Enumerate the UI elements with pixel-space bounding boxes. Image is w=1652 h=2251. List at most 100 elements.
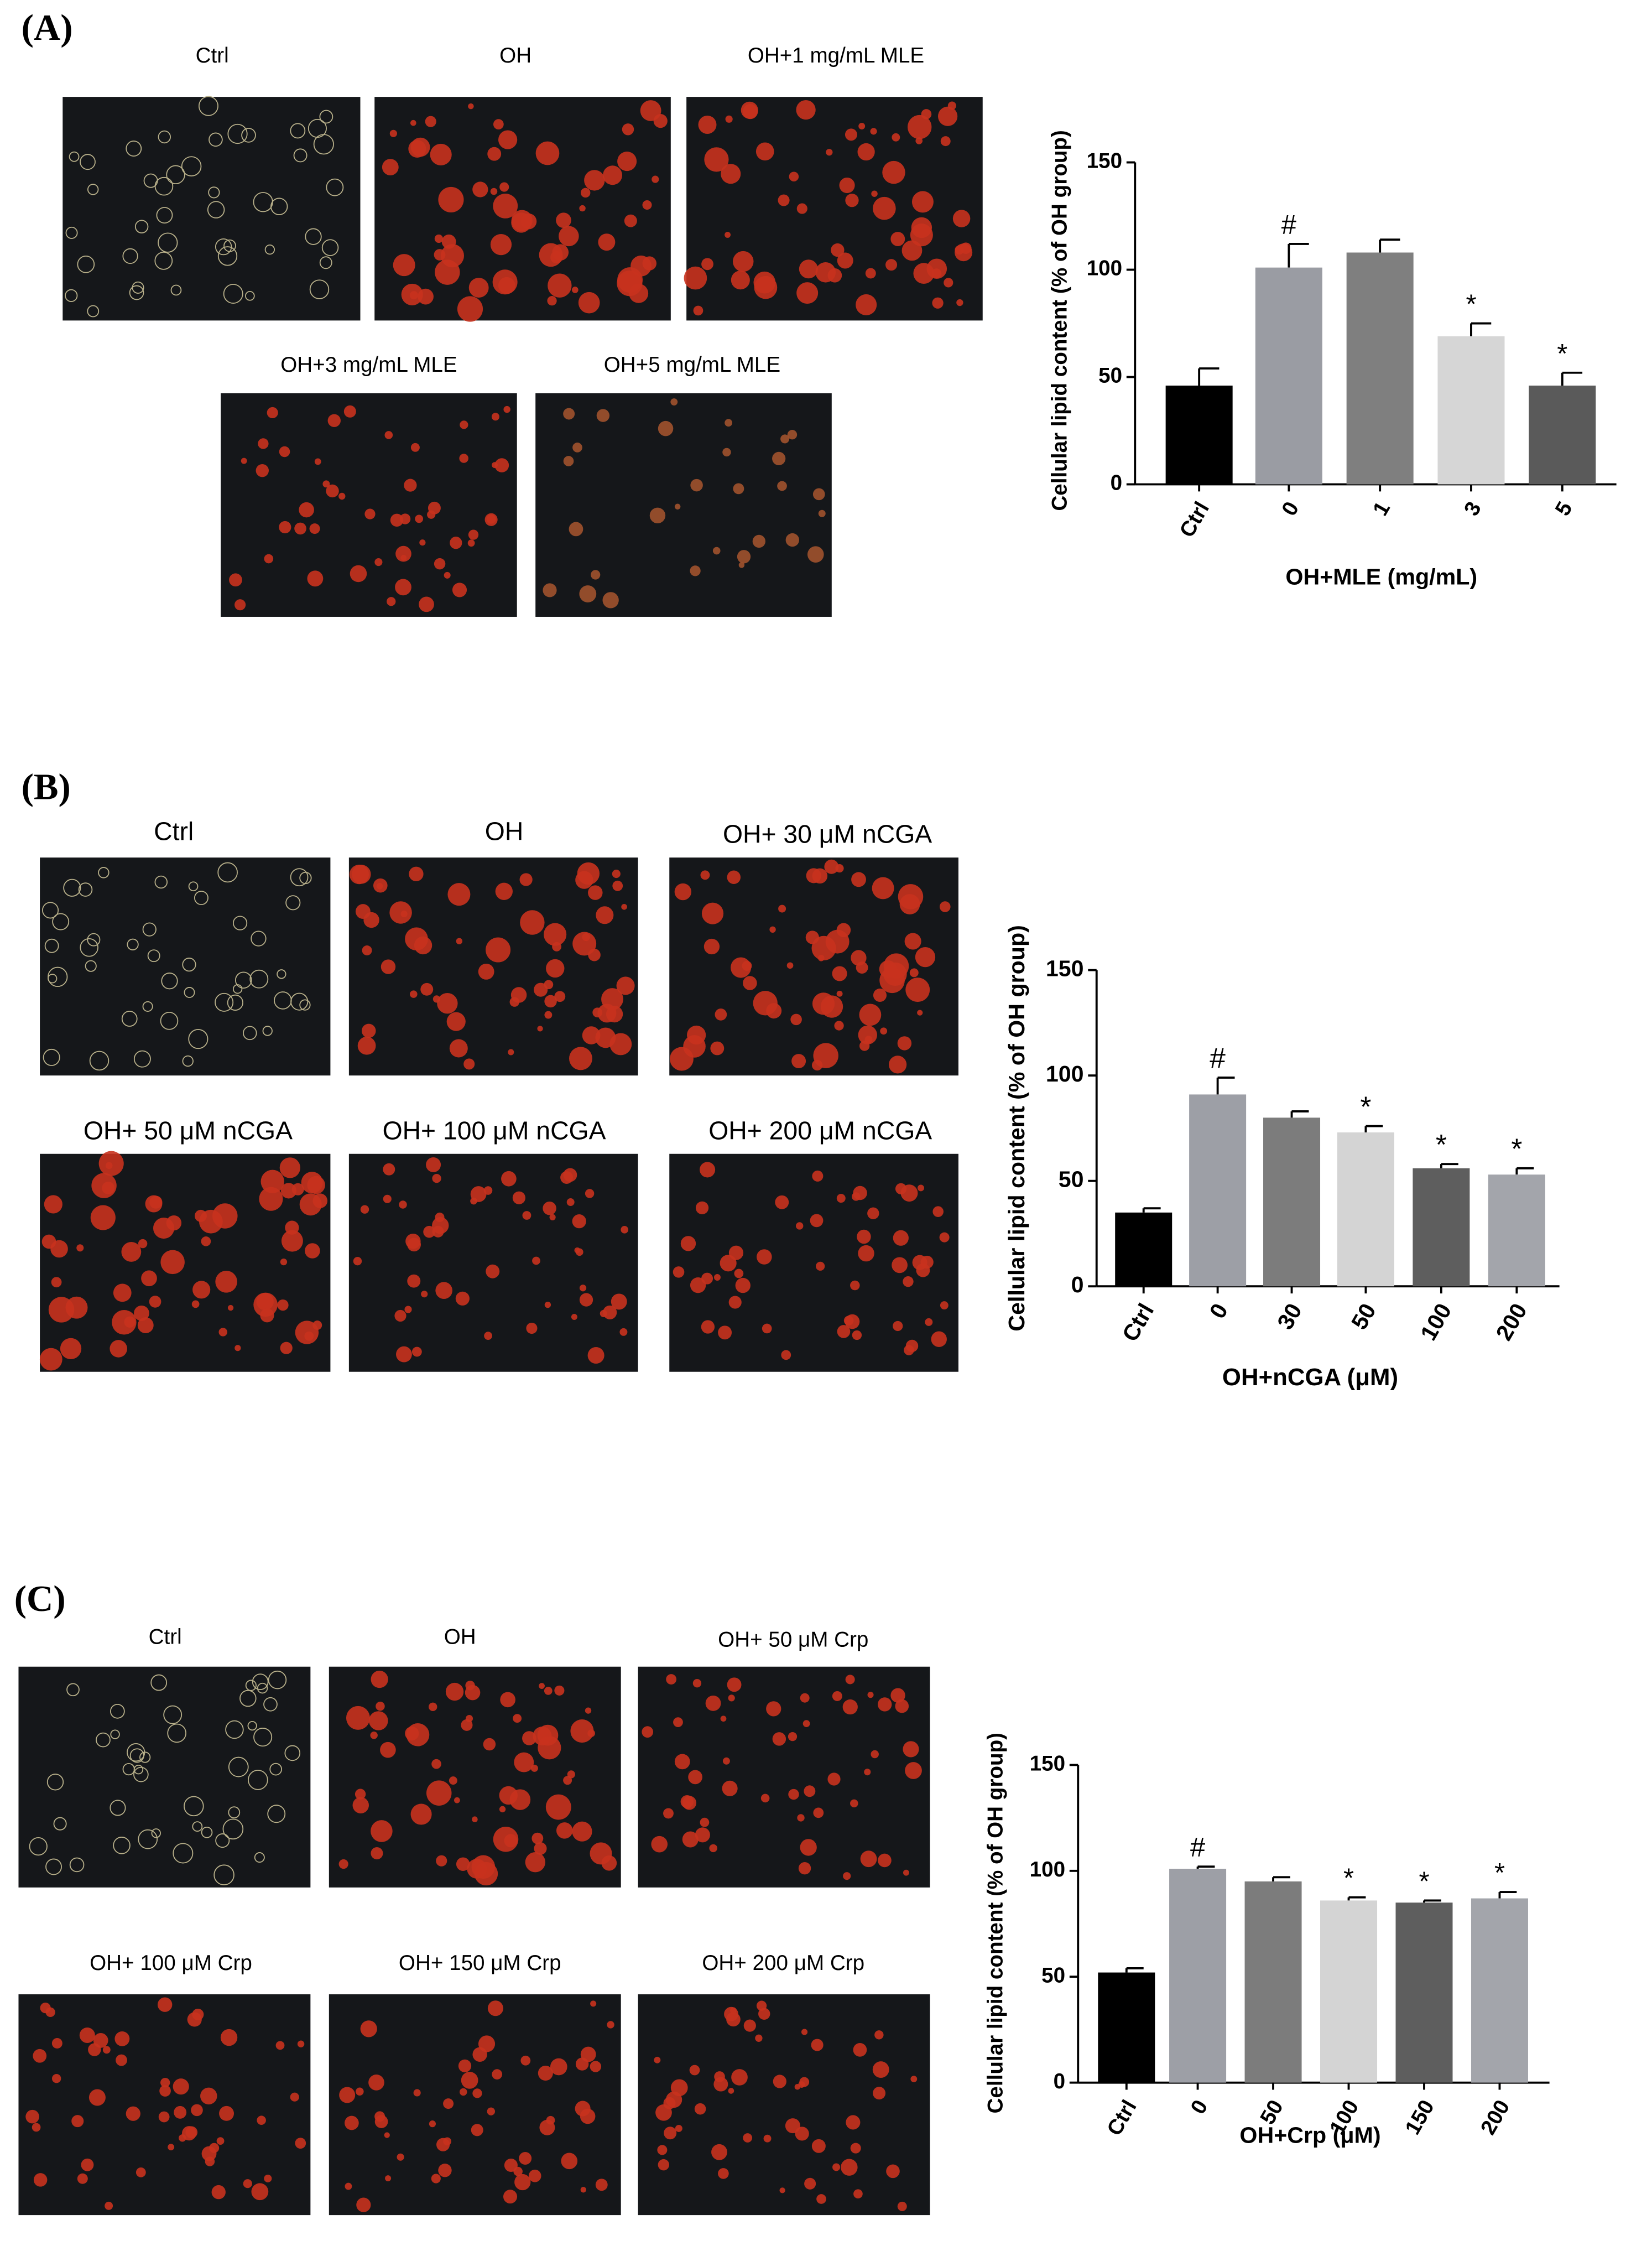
cell xyxy=(873,2087,886,2100)
cell xyxy=(824,859,839,874)
cell xyxy=(327,414,341,427)
cell xyxy=(404,1306,412,1313)
cell xyxy=(725,419,733,427)
cell xyxy=(264,244,275,255)
cell xyxy=(932,1206,944,1217)
y-tick-label: 150 xyxy=(1046,955,1084,981)
cell xyxy=(931,268,942,279)
cell xyxy=(368,2075,384,2091)
cell xyxy=(885,259,898,271)
cell xyxy=(944,278,953,288)
cell xyxy=(445,1682,464,1701)
cell xyxy=(299,502,314,518)
cell xyxy=(839,177,855,194)
cell xyxy=(673,1717,683,1728)
cell xyxy=(590,2061,602,2072)
cell xyxy=(138,1829,158,1849)
x-tick-label: Ctrl xyxy=(1175,498,1214,542)
cell xyxy=(673,1266,685,1278)
panel-label: (B) xyxy=(22,766,71,807)
cell xyxy=(41,1234,56,1249)
cell xyxy=(503,406,510,413)
cell xyxy=(461,1719,473,1731)
cell xyxy=(680,1236,696,1251)
cell xyxy=(544,1011,553,1019)
cell xyxy=(572,287,579,293)
cell xyxy=(579,1285,587,1292)
cell xyxy=(709,1844,717,1853)
cell xyxy=(133,1766,149,1782)
cell xyxy=(871,190,878,197)
cell xyxy=(65,289,78,302)
cell xyxy=(434,558,446,570)
cell xyxy=(294,522,306,535)
cell xyxy=(526,1322,538,1334)
cell xyxy=(389,129,397,137)
cell xyxy=(692,1678,702,1688)
cell xyxy=(918,1184,924,1192)
cell xyxy=(426,1157,441,1172)
cell xyxy=(468,529,479,540)
image-caption: OH+5 mg/mL MLE xyxy=(604,353,780,377)
cell xyxy=(787,430,798,440)
cell xyxy=(733,251,754,272)
cell xyxy=(563,408,575,420)
cell xyxy=(395,579,411,596)
cell xyxy=(438,186,464,213)
cell xyxy=(519,2151,532,2165)
cell xyxy=(407,1238,421,1252)
cell xyxy=(243,1026,257,1041)
cell xyxy=(151,1828,161,1838)
cell xyxy=(441,234,456,249)
x-tick-label: 200 xyxy=(1491,1299,1532,1345)
cell xyxy=(78,882,93,897)
cell xyxy=(572,932,597,956)
cell xyxy=(80,154,96,170)
cell xyxy=(889,1056,907,1074)
cell xyxy=(584,170,605,191)
cell xyxy=(556,212,571,228)
cell xyxy=(65,1296,88,1319)
cell xyxy=(472,2047,487,2062)
cell xyxy=(769,926,776,933)
significance-mark: * xyxy=(1419,1867,1429,1896)
cell xyxy=(486,937,511,963)
cell xyxy=(690,479,703,492)
cell xyxy=(338,1859,348,1869)
cell xyxy=(880,1027,888,1035)
cell xyxy=(444,571,451,579)
cell xyxy=(182,1055,194,1067)
cell xyxy=(563,456,574,466)
cell xyxy=(413,2089,421,2097)
cell xyxy=(232,984,243,994)
image-caption: Ctrl xyxy=(196,44,229,67)
cell xyxy=(585,1189,595,1198)
cell xyxy=(116,2054,127,2066)
cell xyxy=(264,2174,272,2182)
cell xyxy=(355,904,371,919)
cell xyxy=(309,279,330,299)
cell xyxy=(163,1705,183,1724)
cell xyxy=(428,1702,437,1712)
cell xyxy=(228,1756,249,1777)
cell xyxy=(293,148,308,163)
cell xyxy=(389,901,412,924)
cell xyxy=(52,913,70,930)
cell xyxy=(893,1321,903,1332)
cell xyxy=(459,454,468,463)
cell xyxy=(234,599,246,611)
cell xyxy=(552,244,569,261)
cell xyxy=(409,866,424,881)
cell xyxy=(587,1347,604,1364)
cell xyxy=(892,1257,908,1273)
cell xyxy=(385,2175,392,2182)
cell xyxy=(713,2077,728,2092)
cell xyxy=(670,2079,688,2097)
cell xyxy=(654,2056,661,2063)
cell xyxy=(491,413,499,421)
cell xyxy=(816,1261,825,1271)
cell xyxy=(447,883,471,906)
cell xyxy=(940,136,951,147)
cell xyxy=(455,1291,470,1306)
micrograph xyxy=(221,393,517,617)
